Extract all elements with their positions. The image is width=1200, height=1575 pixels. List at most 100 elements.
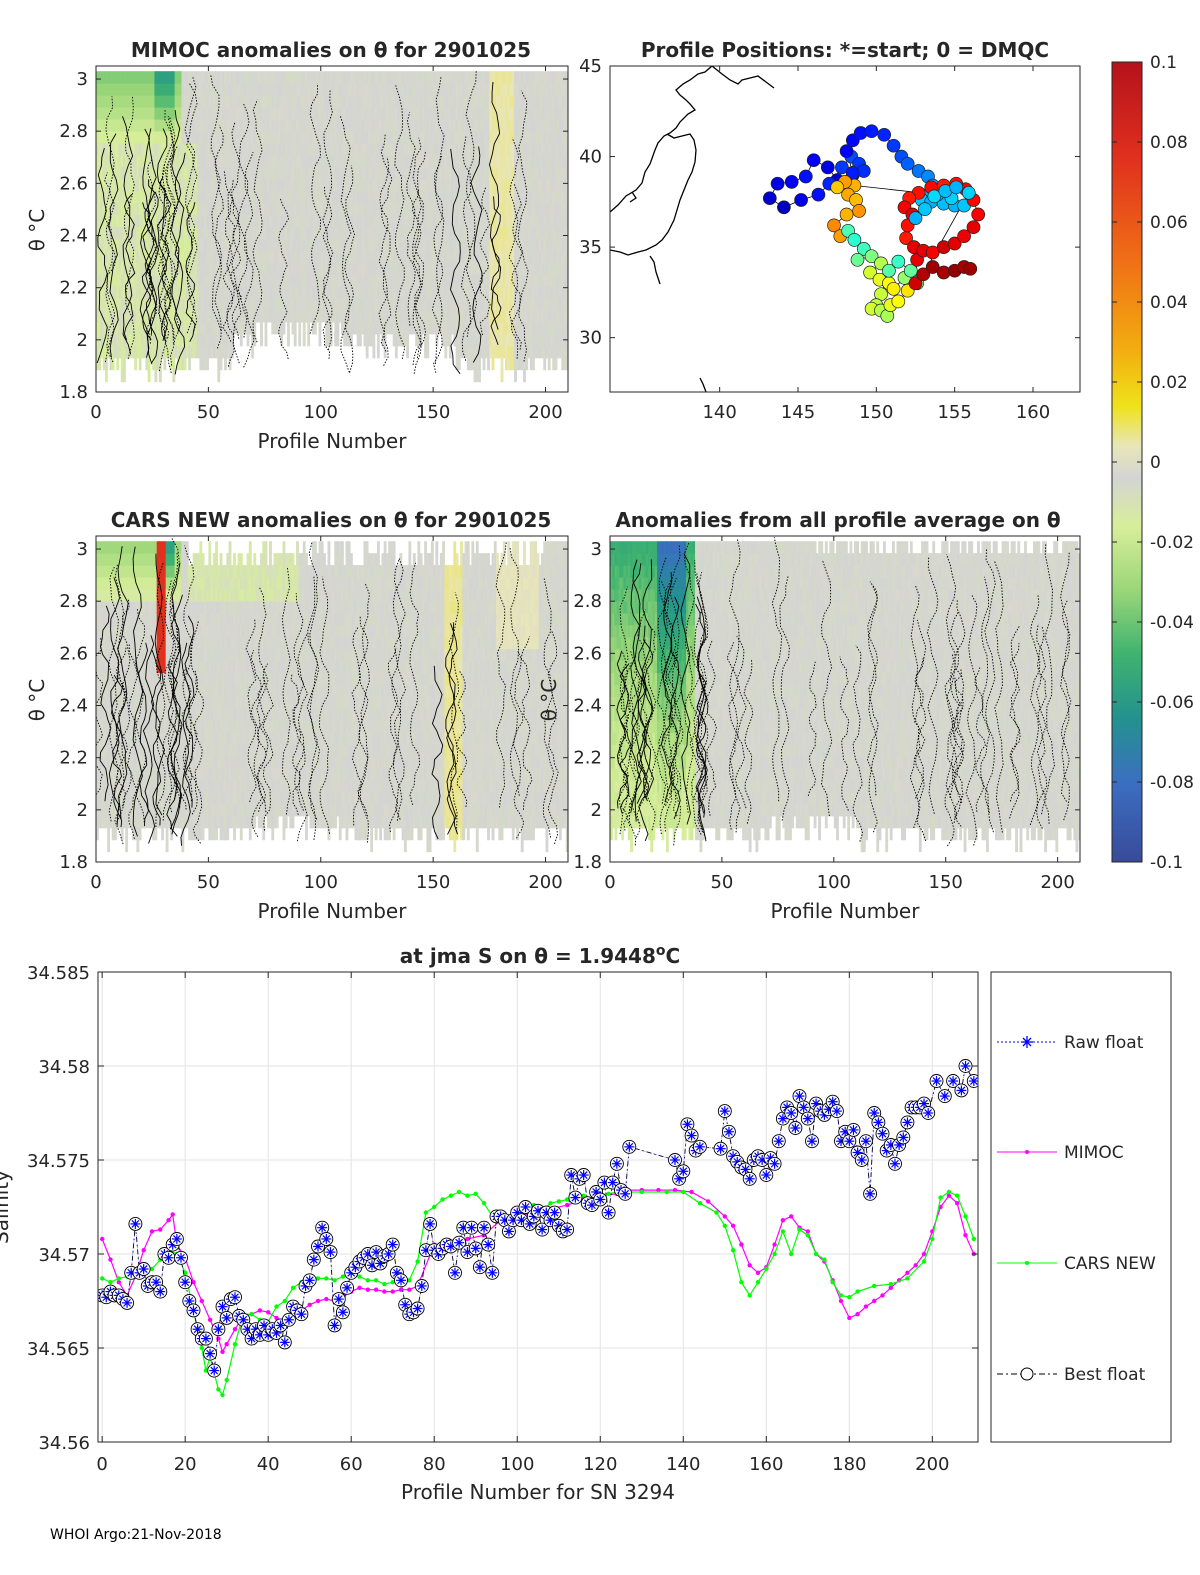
anomaly-cell <box>251 214 254 227</box>
anomaly-cell <box>176 357 180 371</box>
anomaly-cell <box>550 95 553 108</box>
anomaly-cell <box>381 333 385 347</box>
anomaly-cell <box>532 286 535 299</box>
anomaly-cell <box>190 333 194 347</box>
anomaly-cell <box>475 95 479 108</box>
anomaly-cell <box>433 190 436 204</box>
anomaly-cell <box>138 286 142 299</box>
anomaly-cell <box>100 262 104 275</box>
anomaly-cell <box>556 214 560 227</box>
anomaly-cell <box>161 214 165 227</box>
anomaly-cell <box>219 226 223 239</box>
anomaly-cell <box>165 118 169 132</box>
anomaly-cell <box>244 95 248 108</box>
anomaly-cell <box>525 154 529 168</box>
anomaly-cell <box>381 262 385 275</box>
anomaly-cell <box>125 202 129 216</box>
anomaly-cell <box>289 95 293 108</box>
anomaly-cell <box>426 130 430 144</box>
anomaly-cell <box>435 202 439 216</box>
anomaly-cell <box>226 130 230 144</box>
anomaly-cell <box>104 142 108 156</box>
anomaly-cell <box>329 154 333 168</box>
anomaly-cell <box>131 309 135 323</box>
anomaly-cell <box>370 274 374 287</box>
anomaly-cell <box>237 154 241 168</box>
anomaly-cell <box>138 190 142 204</box>
anomaly-cell <box>489 95 493 108</box>
anomaly-cell <box>96 83 99 96</box>
anomaly-cell <box>347 214 351 227</box>
anomaly-cell <box>212 214 216 227</box>
anomaly-cell <box>340 95 344 108</box>
anomaly-cell <box>559 166 562 180</box>
anomaly-cell <box>257 190 261 204</box>
anomaly-cell <box>149 345 153 359</box>
anomaly-cell <box>516 321 520 335</box>
anomaly-cell <box>296 274 299 287</box>
anomaly-cell <box>116 333 120 347</box>
anomaly-cell <box>340 202 344 216</box>
anomaly-cell <box>309 130 313 144</box>
anomaly-cell <box>334 142 338 156</box>
anomaly-cell <box>208 190 212 204</box>
anomaly-cell <box>480 250 484 263</box>
anomaly-cell <box>210 262 214 275</box>
anomaly-cell <box>561 166 565 180</box>
anomaly-cell <box>502 130 506 144</box>
anomaly-cell <box>183 154 187 168</box>
anomaly-cell <box>356 262 360 275</box>
anomaly-cell <box>149 250 153 263</box>
anomaly-cell <box>104 107 108 120</box>
anomaly-cell <box>401 118 405 132</box>
anomaly-cell <box>424 154 427 168</box>
anomaly-cell <box>388 107 392 120</box>
anomaly-cell <box>349 95 353 108</box>
anomaly-cell <box>239 226 243 239</box>
anomaly-cell <box>376 250 380 263</box>
anomaly-cell <box>212 118 216 132</box>
anomaly-cell <box>190 321 194 335</box>
anomaly-cell <box>349 178 353 192</box>
anomaly-cell <box>98 107 102 120</box>
anomaly-cell <box>500 190 504 204</box>
anomaly-cell <box>444 262 448 275</box>
anomaly-cell <box>327 142 331 156</box>
anomaly-cell <box>340 118 344 132</box>
anomaly-cell <box>185 226 189 239</box>
anomaly-cell <box>406 107 410 120</box>
anomaly-cell <box>412 142 416 156</box>
anomaly-cell <box>221 238 225 251</box>
anomaly-cell <box>233 107 236 120</box>
anomaly-cell <box>104 166 108 180</box>
anomaly-cell <box>172 369 176 383</box>
anomaly-cell <box>183 262 187 275</box>
anomaly-cell <box>154 357 158 371</box>
anomaly-cell <box>498 321 502 335</box>
anomaly-cell <box>185 190 189 204</box>
anomaly-cell <box>374 71 378 84</box>
anomaly-cell <box>113 309 117 323</box>
anomaly-cell <box>248 250 252 263</box>
anomaly-cell <box>475 130 479 144</box>
anomaly-cell <box>543 118 547 132</box>
anomaly-cell <box>145 214 149 227</box>
anomaly-cell <box>385 130 389 144</box>
anomaly-cell <box>563 298 567 311</box>
anomaly-cell <box>415 262 419 275</box>
anomaly-cell <box>219 357 223 371</box>
anomaly-cell <box>502 107 506 120</box>
anomaly-cell <box>244 107 248 120</box>
anomaly-cell <box>269 202 272 216</box>
anomaly-cell <box>565 321 568 335</box>
anomaly-cell <box>412 130 416 144</box>
anomaly-cell <box>529 202 533 216</box>
anomaly-cell <box>439 118 443 132</box>
anomaly-cell <box>242 118 245 132</box>
anomaly-cell <box>275 71 279 84</box>
anomaly-cell <box>541 226 544 239</box>
anomaly-cell <box>460 286 463 299</box>
anomaly-cell <box>424 166 427 180</box>
anomaly-cell <box>381 274 385 287</box>
anomaly-cell <box>525 250 529 263</box>
